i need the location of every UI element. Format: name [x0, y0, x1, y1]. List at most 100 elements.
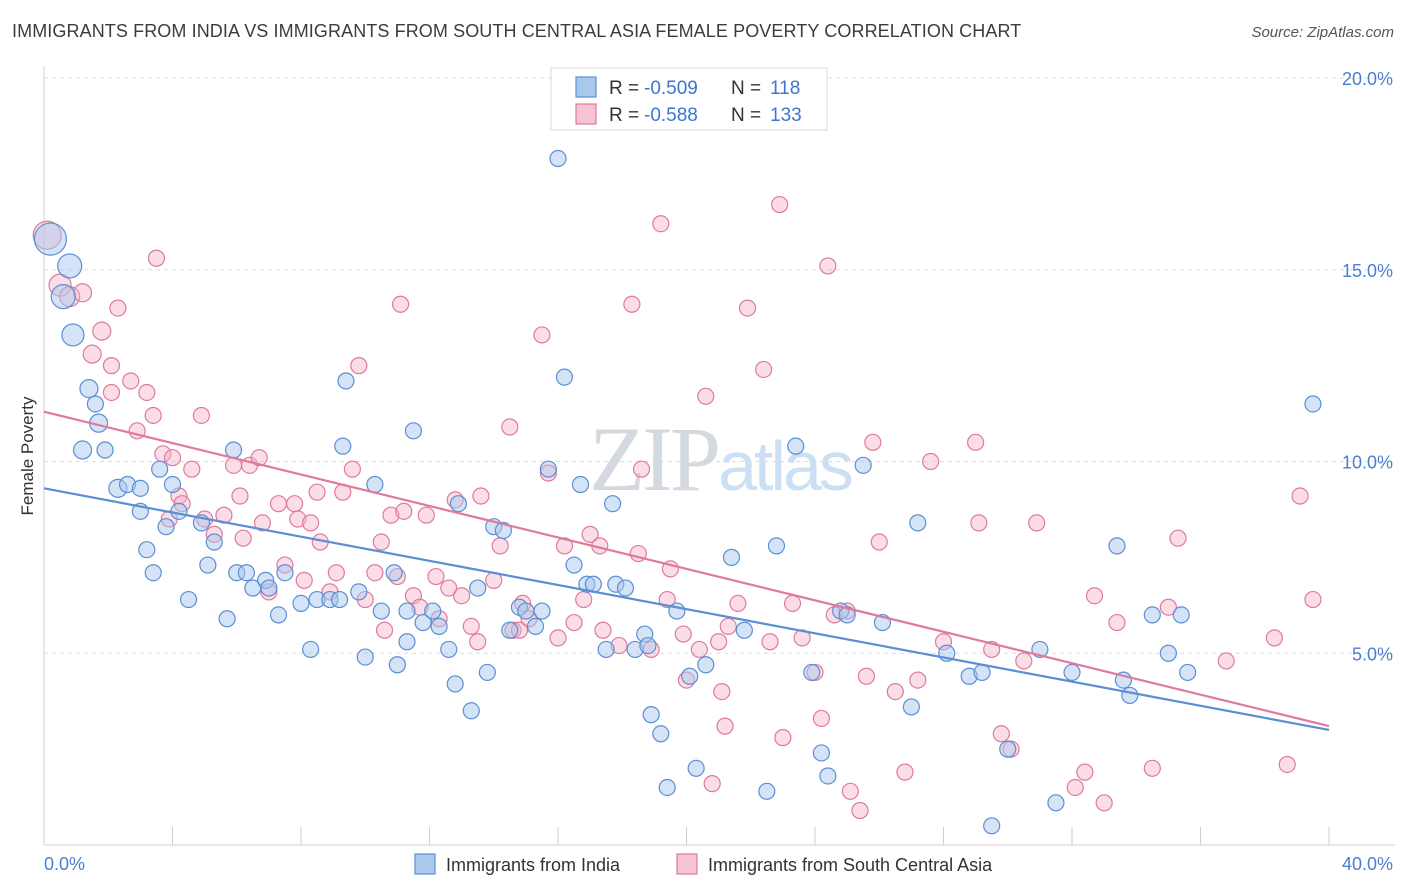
data-point	[440, 579, 458, 597]
data-point	[462, 617, 480, 636]
data-point	[61, 323, 85, 347]
data-point	[571, 475, 590, 494]
data-point	[285, 495, 304, 513]
data-point	[199, 556, 217, 574]
data-point	[1304, 590, 1322, 609]
data-point	[234, 529, 252, 547]
data-point	[999, 740, 1017, 758]
data-point	[841, 782, 859, 800]
data-point	[812, 709, 831, 728]
data-point	[549, 149, 567, 168]
data-point	[555, 537, 574, 555]
data-point	[33, 222, 68, 256]
data-point	[812, 744, 831, 762]
data-point	[292, 594, 310, 612]
data-point	[1076, 763, 1094, 781]
data-point	[703, 775, 721, 793]
data-point	[308, 483, 326, 501]
series-legend-label-india: Immigrants from India	[446, 855, 621, 875]
y-tick-labels: 5.0% 10.0% 15.0% 20.0%	[1342, 69, 1393, 664]
x-tick-labels: 0.0% 40.0%	[44, 854, 1393, 874]
data-point	[674, 625, 692, 643]
data-point	[533, 602, 551, 620]
data-point	[1121, 686, 1139, 705]
data-point	[109, 299, 127, 317]
data-point	[539, 460, 557, 478]
data-point	[658, 590, 676, 609]
data-point	[82, 344, 102, 364]
data-point	[1085, 587, 1104, 605]
data-point	[681, 667, 699, 685]
data-point	[462, 702, 480, 720]
data-point	[575, 590, 593, 609]
data-point	[131, 479, 149, 497]
data-point	[260, 579, 278, 597]
data-point	[565, 556, 583, 574]
data-point	[343, 460, 361, 478]
data-point	[440, 640, 458, 659]
data-point	[1143, 606, 1161, 624]
legend-swatch-india	[575, 76, 597, 98]
source-credit: Source: ZipAtlas.com	[1251, 24, 1394, 41]
data-point	[289, 510, 307, 528]
data-point	[138, 383, 156, 402]
data-point	[144, 406, 162, 425]
data-point	[1159, 644, 1177, 662]
data-point	[334, 437, 352, 455]
data-point	[372, 602, 390, 620]
data-point	[1217, 652, 1235, 670]
series-south-central-asia-points	[32, 195, 1322, 820]
data-point	[722, 548, 741, 566]
data-point	[1304, 395, 1322, 413]
data-point	[565, 613, 583, 632]
data-point	[237, 564, 255, 582]
data-point	[276, 564, 294, 582]
data-point	[269, 606, 288, 624]
data-point	[623, 295, 641, 313]
data-point	[581, 525, 599, 543]
data-point	[372, 533, 390, 551]
data-point	[1143, 759, 1161, 777]
data-point	[658, 778, 676, 797]
data-point	[1159, 598, 1177, 616]
data-point	[1028, 514, 1046, 532]
data-point	[337, 372, 355, 390]
data-point	[446, 675, 464, 693]
data-point	[555, 368, 574, 386]
data-point	[330, 590, 349, 609]
series-legend-swatch-sca	[676, 853, 698, 875]
data-point	[147, 249, 166, 267]
data-point	[632, 460, 651, 478]
y-tick-label: 10.0%	[1342, 453, 1393, 473]
data-point	[205, 533, 223, 551]
data-point	[710, 633, 728, 651]
data-point	[102, 383, 121, 402]
data-point	[761, 633, 779, 651]
data-point	[639, 636, 657, 655]
data-point	[771, 195, 789, 214]
data-point	[754, 360, 773, 379]
legend-n-value-sca: 133	[770, 105, 802, 126]
series-legend-label-sca: Immigrants from South Central Asia	[708, 855, 993, 875]
data-point	[774, 729, 792, 747]
data-point	[729, 594, 747, 612]
data-point	[1063, 663, 1081, 682]
data-point	[327, 564, 345, 582]
data-point	[449, 495, 468, 513]
data-point	[870, 533, 888, 551]
data-point	[864, 433, 882, 451]
data-point	[597, 640, 615, 659]
series-legend: Immigrants from India Immigrants from So…	[414, 853, 993, 875]
data-point	[716, 717, 734, 735]
data-point	[86, 395, 105, 413]
data-point	[783, 594, 802, 612]
data-point	[375, 621, 394, 639]
data-point	[366, 564, 384, 582]
stats-legend: R = -0.509 N = 118 R = -0.588 N = 133	[550, 67, 828, 131]
data-point	[122, 372, 140, 390]
chart-title: IMMIGRANTS FROM INDIA VS IMMIGRANTS FROM…	[12, 21, 1022, 41]
data-point	[253, 514, 272, 532]
y-axis-label: Female Poverty	[18, 396, 37, 516]
data-point	[687, 759, 705, 777]
